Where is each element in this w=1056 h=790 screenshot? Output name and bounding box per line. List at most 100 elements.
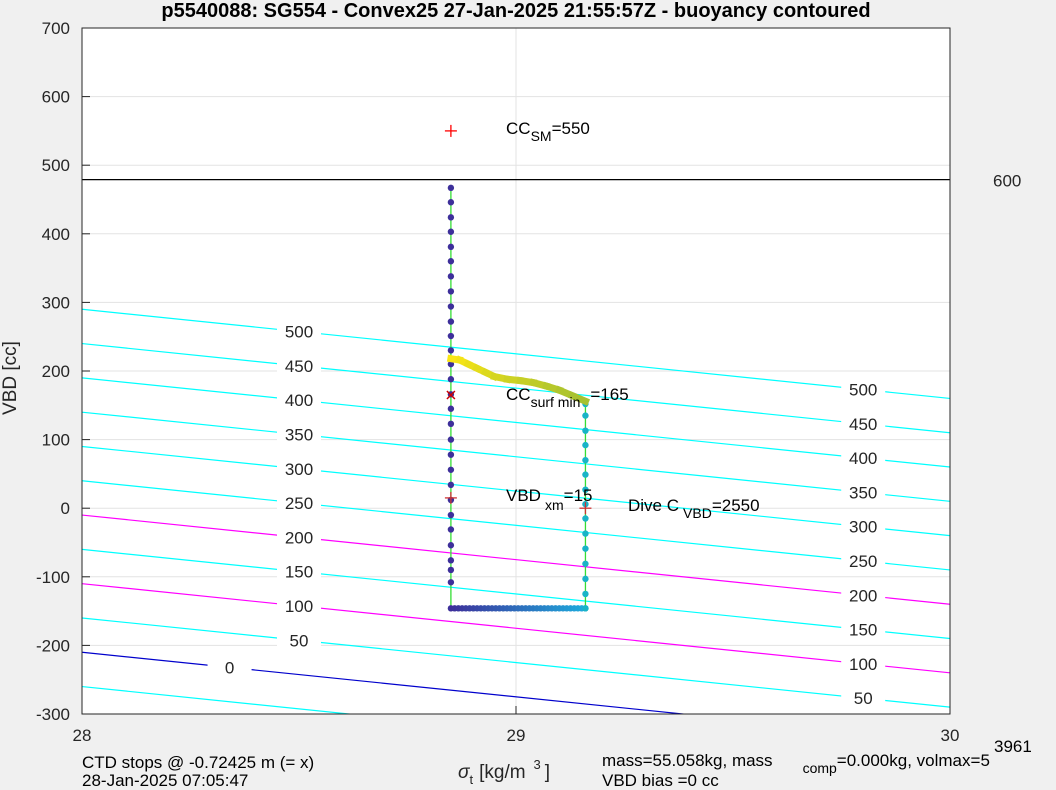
chart-title: p5540088: SG554 - Convex25 27-Jan-2025 2…	[161, 0, 870, 22]
contour-label-bg	[841, 412, 886, 433]
svg-text:CCSM=550: CCSM=550	[506, 119, 590, 144]
contour-label: 500	[285, 323, 313, 342]
footer-corner-value: 3961	[994, 737, 1032, 756]
data-point	[447, 451, 455, 458]
contour-label: 450	[285, 357, 313, 376]
contour-label-bg	[841, 481, 886, 502]
contour-label: 50	[290, 631, 309, 650]
data-point	[447, 436, 455, 443]
contour-line	[82, 411, 950, 502]
contour-label: 150	[849, 621, 877, 640]
data-point	[447, 228, 455, 235]
contour-label: 450	[849, 415, 877, 434]
y-tick-label: -100	[36, 568, 70, 587]
contour-label-bg	[277, 560, 321, 581]
y-tick-label: -300	[36, 705, 70, 724]
data-point	[447, 360, 455, 368]
contour-label-bg	[277, 423, 321, 444]
contour-label: 350	[849, 483, 877, 502]
y-tick-label: 200	[42, 362, 70, 381]
footer-ctd-stops: CTD stops @ -0.72425 m (= x)	[82, 753, 314, 772]
data-point	[582, 530, 589, 537]
annotation-cc-sm: CCSM=550	[506, 119, 590, 144]
data-point	[447, 466, 455, 473]
svg-text:σt[kg/m3]: σt [kg/m 3]	[458, 757, 550, 787]
footer-vbd-bias: VBD bias =0 cc	[602, 771, 719, 790]
data-point	[447, 214, 455, 221]
x-axis-label: σt [kg/m 3]	[458, 757, 550, 787]
contour-label-bg	[841, 447, 886, 468]
contour-label-bg	[277, 320, 321, 341]
contour-line	[82, 342, 950, 434]
data-point	[447, 332, 455, 340]
data-point	[582, 605, 589, 612]
contour-label-bg	[841, 378, 886, 399]
contour-label: 250	[849, 552, 877, 571]
footer-mass: mass=55.058kg, mass comp=0.000kg, volmax=…	[602, 751, 990, 776]
contour-label: 300	[285, 460, 313, 479]
contour-label: 200	[849, 586, 877, 605]
contour-label-bg	[277, 594, 321, 615]
contour-label-bg	[841, 618, 886, 639]
contour-label-bg	[841, 515, 886, 536]
data-point	[447, 566, 455, 574]
data-point	[447, 376, 455, 383]
data-point	[447, 199, 455, 206]
reference-line-label: 600	[993, 172, 1021, 191]
data-point	[447, 526, 455, 533]
markers	[444, 124, 592, 515]
x-tick-label: 29	[507, 726, 526, 745]
horizontal-reference-line: 600	[82, 172, 1021, 191]
footer-timestamp: 28-Jan-2025 07:05:47	[82, 771, 248, 790]
contour-label: 150	[285, 563, 313, 582]
contour-label: 0	[225, 658, 234, 677]
data-point	[447, 288, 455, 295]
data-point	[447, 511, 455, 519]
contour-label: 350	[285, 425, 313, 444]
data-point	[582, 427, 589, 434]
data-point	[447, 542, 455, 549]
surface-segment	[567, 391, 591, 406]
y-tick-label: 500	[42, 156, 70, 175]
data-point	[447, 579, 455, 586]
data-point	[582, 456, 589, 464]
data-point	[447, 420, 455, 428]
y-axis-label: VBD [cc]	[0, 341, 21, 415]
contour-label-bg	[277, 526, 321, 547]
contour-label-bg	[277, 389, 321, 410]
contour-label: 100	[849, 655, 877, 674]
contour-line	[82, 548, 950, 640]
x-label-sub: t	[469, 772, 473, 787]
data-point	[582, 590, 589, 598]
contour-label-bg	[841, 584, 886, 605]
y-tick-label: 400	[42, 225, 70, 244]
data-point	[447, 318, 455, 325]
contour-line	[82, 377, 950, 468]
contour-label: 400	[285, 391, 313, 410]
contour-line	[82, 514, 950, 605]
x-tick-label: 28	[73, 726, 92, 745]
y-tick-label: 100	[42, 431, 70, 450]
contour-label: 200	[285, 528, 313, 547]
marker-CC-surf-min	[446, 390, 456, 400]
contour-line	[82, 685, 355, 714]
x-tick-label: 30	[941, 726, 960, 745]
data-point	[582, 471, 589, 478]
contour-label: 50	[854, 689, 873, 708]
data-point	[447, 258, 455, 265]
y-tick-label: -200	[36, 636, 70, 655]
data-point	[447, 481, 455, 489]
x-label-close: ]	[545, 762, 550, 783]
svg-text:CCsurf min=165: CCsurf min =165	[506, 385, 629, 410]
data-point	[582, 545, 589, 552]
contour-label-bg	[277, 457, 321, 478]
y-tick-label: 300	[42, 293, 70, 312]
x-label-units: [kg/m	[479, 762, 525, 783]
y-tick-label: 0	[61, 499, 70, 518]
annotation-vbd-xm: VBD xm=15	[506, 486, 592, 513]
contour-line	[82, 480, 950, 571]
data-point	[447, 557, 455, 564]
